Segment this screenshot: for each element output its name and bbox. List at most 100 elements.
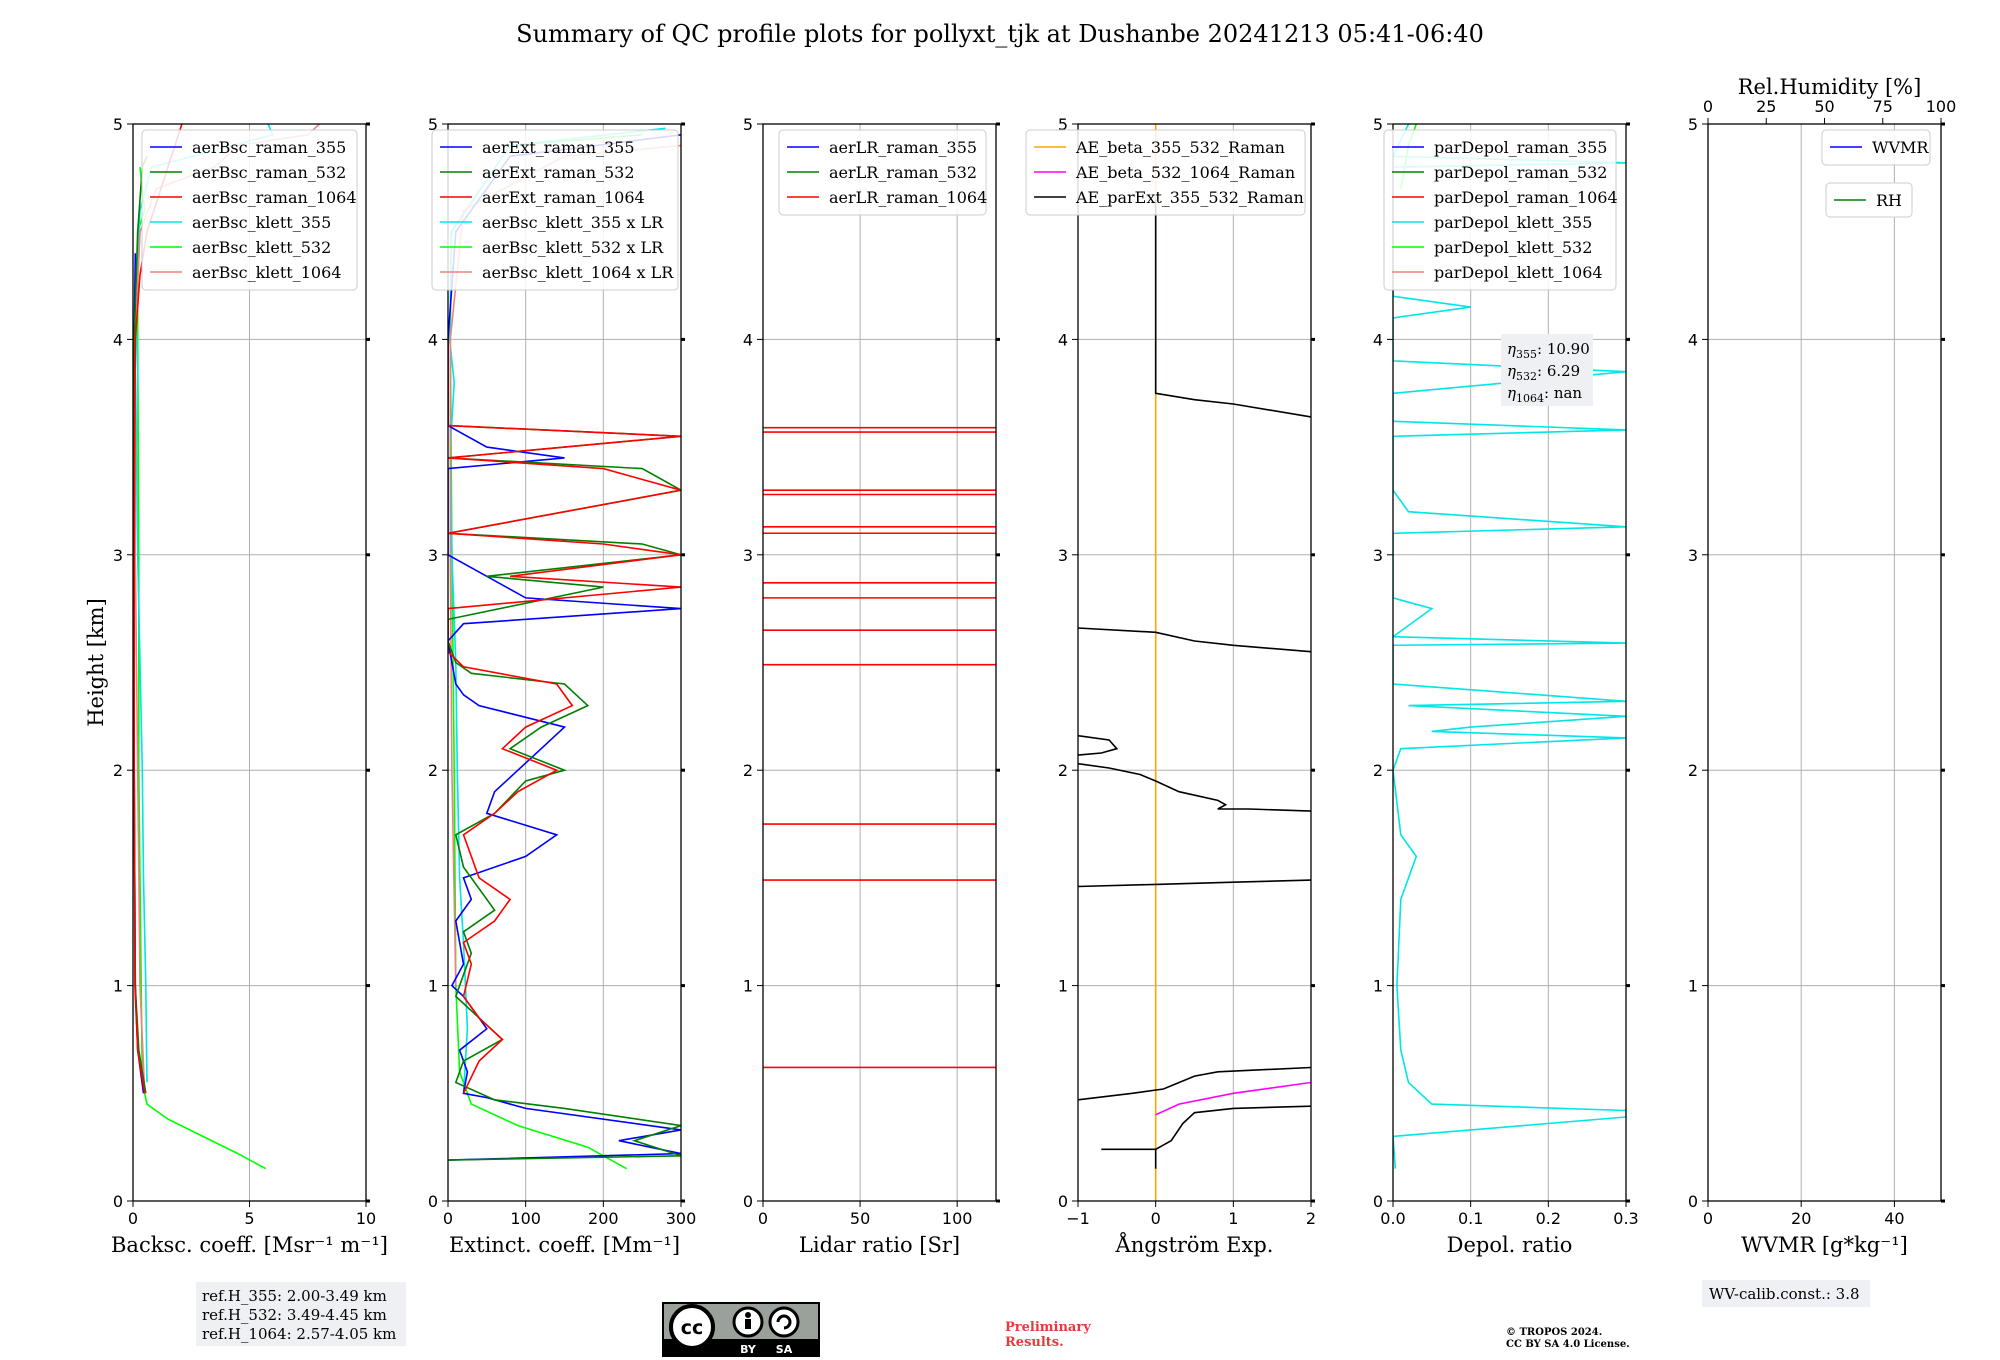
- panel-frame: [447, 123, 682, 1202]
- series-line: [1078, 879, 1311, 888]
- legend-label: parDepol_klett_1064: [1434, 263, 1603, 282]
- y-tick-label: 3: [1058, 546, 1068, 565]
- eta-symbol: η: [1507, 384, 1516, 402]
- x-tick-label: 0: [758, 1209, 768, 1228]
- y-tick-label: 5: [1373, 115, 1383, 134]
- y-tick-label: 0: [743, 1192, 753, 1211]
- x-axis-label: Lidar ratio [Sr]: [799, 1233, 960, 1257]
- ref-height-532: ref.H_532: 3.49-4.45 km: [202, 1306, 387, 1324]
- x-axis-label: Backsc. coeff. [Msr⁻¹ m⁻¹]: [111, 1233, 388, 1257]
- x-tick-label: 50: [850, 1209, 870, 1228]
- legend-box: [1383, 129, 1617, 291]
- y-axis-label: Height [km]: [84, 598, 108, 727]
- legend-label: parDepol_raman_1064: [1434, 188, 1618, 207]
- y-tick-label: 0: [428, 1192, 438, 1211]
- series-line: [1078, 627, 1311, 653]
- y-tick-label: 4: [1373, 330, 1383, 349]
- legend-label: aerExt_raman_355: [482, 138, 635, 157]
- legend-box: [431, 129, 679, 291]
- preliminary-line-2: Results.: [1005, 1335, 1064, 1350]
- legend-label: aerLR_raman_532: [829, 163, 977, 182]
- x-tick-label: 0.1: [1458, 1209, 1483, 1228]
- preliminary-line-1: Preliminary: [1005, 1320, 1091, 1335]
- wv-calib-bg: [1702, 1280, 1870, 1307]
- series-line: [1078, 734, 1119, 756]
- figure-title: Summary of QC profile plots for pollyxt_…: [516, 20, 1484, 48]
- legend: parDepol_raman_355 parDepol_raman_532 parD…: [1383, 129, 1618, 291]
- legend: AE_beta_355_532_Raman AE_beta_532_1064_Ra…: [1025, 129, 1306, 216]
- y-tick-label: 1: [1373, 977, 1383, 996]
- legend-box: [141, 129, 358, 291]
- legend-label: aerBsc_klett_355: [192, 213, 331, 232]
- y-tick-label: 4: [113, 330, 123, 349]
- y-tick-label: 3: [1688, 546, 1698, 565]
- wv-calib-box: WV-calib.const.: 3.8: [1702, 1280, 1870, 1307]
- eta-subscript: 1064: [1516, 392, 1544, 405]
- y-tick-label: 2: [113, 761, 123, 780]
- series-line: [1078, 1066, 1311, 1101]
- legend-box: [778, 129, 987, 216]
- eta-subscript: 532: [1516, 370, 1537, 383]
- legend-label: RH: [1876, 191, 1902, 210]
- panel-grid: [762, 123, 996, 1202]
- x-tick-label: 300: [666, 1209, 697, 1228]
- legend-label: aerExt_raman_532: [482, 163, 635, 182]
- share-alike-icon: [768, 1306, 800, 1338]
- copyright-line-2: CC BY SA 4.0 License.: [1506, 1339, 1630, 1350]
- x-tick-label: 5: [244, 1209, 254, 1228]
- y-tick-label: 1: [1058, 977, 1068, 996]
- y-tick-label: 5: [743, 115, 753, 134]
- legend-label: aerLR_raman_1064: [829, 188, 987, 207]
- series-line: [1078, 762, 1311, 812]
- y-tick-label: 1: [1688, 977, 1698, 996]
- legend-label: aerBsc_raman_355: [192, 138, 346, 157]
- y-tick-label: 3: [428, 546, 438, 565]
- x-axis-label: WVMR [g*kg⁻¹]: [1741, 1233, 1908, 1257]
- y-tick-label: 0: [1688, 1192, 1698, 1211]
- y-tick-label: 1: [743, 977, 753, 996]
- x-tick-label: 100: [510, 1209, 541, 1228]
- legend-label: AE_beta_532_1064_Raman: [1075, 163, 1295, 182]
- y-tick-label: 0: [113, 1192, 123, 1211]
- x-tick-label: −1: [1066, 1209, 1090, 1228]
- x-tick-label: 0: [128, 1209, 138, 1228]
- x-tick-label: 0: [443, 1209, 453, 1228]
- y-tick-label: 2: [428, 761, 438, 780]
- x-tick-label: 0: [1151, 1209, 1161, 1228]
- y-tick-label: 2: [1373, 761, 1383, 780]
- x2-tick-label: 50: [1814, 97, 1834, 116]
- panel-series: [1078, 124, 1311, 1201]
- series-line: [448, 424, 681, 1161]
- legend-label: aerBsc_klett_532: [192, 238, 331, 257]
- x-axis-label: Ångström Exp.: [1115, 1232, 1274, 1257]
- legend-label: aerLR_raman_355: [829, 138, 977, 157]
- legend-rh-box: [1825, 182, 1913, 218]
- series-line: [136, 167, 267, 1170]
- eta-line: η1064: nan: [1507, 384, 1582, 405]
- y-tick-label: 3: [743, 546, 753, 565]
- x-tick-label: 2: [1306, 1209, 1316, 1228]
- eta-line: η532: 6.29: [1507, 362, 1580, 383]
- legend-label: AE_beta_355_532_Raman: [1075, 138, 1285, 157]
- series-line: [1393, 124, 1626, 1169]
- panel-frame: [1707, 123, 1942, 1202]
- legend: WVMR: [1821, 129, 1931, 166]
- legend-label: aerBsc_raman_532: [192, 163, 346, 182]
- x-tick-label: 200: [588, 1209, 619, 1228]
- ref-height-box: ref.H_355: 2.00-3.49 km ref.H_532: 3.49-…: [196, 1282, 406, 1346]
- series-line: [1154, 199, 1311, 418]
- legend: aerLR_raman_355 aerLR_raman_532 aerLR_rama…: [778, 129, 987, 216]
- eta-subscript: 355: [1516, 348, 1537, 361]
- x-tick-label: 0.3: [1613, 1209, 1638, 1228]
- legend-label: parDepol_klett_532: [1434, 238, 1592, 257]
- y-tick-label: 3: [113, 546, 123, 565]
- panel-frame: [1077, 123, 1312, 1202]
- eta-symbol: η: [1507, 340, 1516, 358]
- legend-label: parDepol_raman_355: [1434, 138, 1607, 157]
- y-tick-label: 4: [1688, 330, 1698, 349]
- panel-3: 0 50 100 0 1 2 3 4 5 Lidar ratio [Sr] aerLR_raman_…: [743, 115, 1000, 1257]
- panel-series: [763, 426, 996, 1069]
- y-tick-label: 5: [1058, 115, 1068, 134]
